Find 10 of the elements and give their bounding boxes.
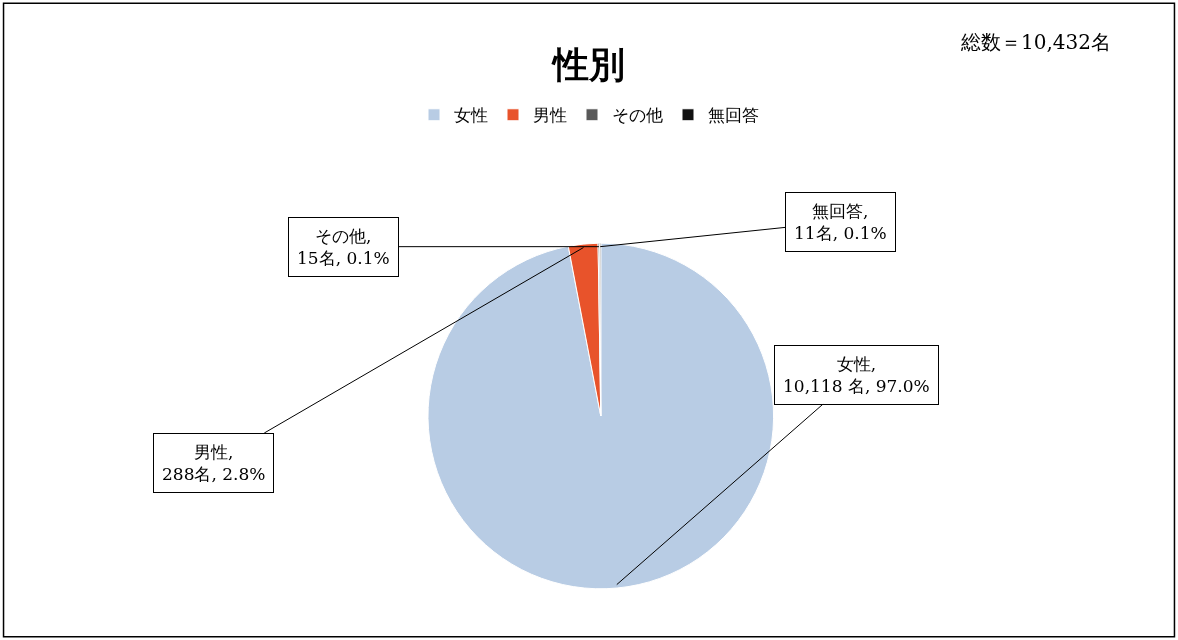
data-label: 無回答, 11名, 0.1%: [794, 201, 887, 244]
legend-label: その他: [612, 105, 663, 126]
data-label: 女性, 10,118 名, 97.0%: [783, 354, 930, 397]
data-label: 男性, 288名, 2.8%: [162, 442, 266, 485]
chart-title: 性別: [551, 42, 625, 85]
legend-label: 無回答: [708, 105, 759, 126]
data-label: その他, 15名, 0.1%: [297, 226, 390, 269]
legend-label: 女性: [454, 105, 488, 126]
legend-label: 男性: [533, 105, 567, 126]
text: 総数＝10,432名: [960, 30, 1111, 54]
